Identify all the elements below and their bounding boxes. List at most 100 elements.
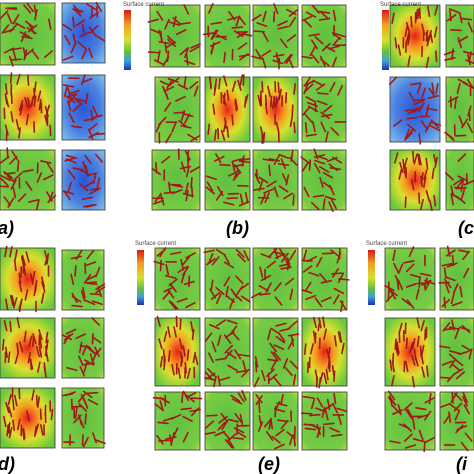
current-arrow — [303, 343, 307, 355]
current-arrow — [416, 7, 421, 20]
current-arrow — [316, 100, 328, 106]
current-arrow — [419, 272, 432, 277]
current-arrow — [311, 4, 320, 14]
current-arrow — [323, 328, 327, 340]
current-arrow — [156, 10, 164, 21]
current-arrow — [213, 129, 217, 141]
current-arrow — [311, 54, 320, 64]
current-arrow — [234, 349, 242, 360]
current-arrow — [339, 299, 347, 311]
current-arrow — [268, 164, 271, 177]
current-arrow — [95, 286, 106, 294]
current-arrow — [34, 9, 38, 21]
current-arrow — [22, 428, 25, 441]
current-arrow — [37, 361, 41, 373]
current-arrow — [235, 15, 241, 27]
current-arrow — [182, 415, 193, 423]
current-arrow — [63, 332, 74, 341]
current-arrow — [325, 130, 329, 143]
current-arrow — [27, 352, 32, 364]
current-arrow — [326, 398, 331, 411]
current-arrow — [163, 286, 174, 293]
current-arrow — [74, 265, 77, 277]
current-arrow — [460, 180, 464, 192]
current-arrow — [62, 23, 73, 32]
current-arrow — [154, 403, 164, 411]
current-arrow — [209, 77, 212, 90]
current-arrow — [395, 344, 399, 356]
current-arrow — [314, 159, 326, 165]
current-arrow — [310, 201, 320, 211]
current-arrow — [159, 356, 164, 368]
current-arrow — [91, 432, 98, 444]
current-arrow — [319, 55, 326, 67]
current-arrow — [392, 249, 396, 261]
current-arrow — [179, 318, 182, 331]
current-arrow — [85, 281, 98, 284]
current-arrow — [239, 282, 250, 291]
current-arrow — [405, 409, 413, 420]
current-arrow — [215, 286, 225, 295]
current-arrow — [273, 408, 286, 413]
current-arrow — [273, 282, 282, 292]
current-arrow — [82, 160, 87, 172]
current-arrow — [40, 276, 45, 288]
current-arrow — [410, 179, 415, 191]
current-arrow — [423, 176, 427, 189]
current-arrow — [412, 438, 425, 443]
current-arrow — [147, 18, 159, 23]
current-arrow — [418, 192, 421, 205]
current-arrow — [166, 78, 174, 89]
current-arrow — [444, 56, 456, 61]
current-arrow — [322, 198, 326, 210]
current-arrow — [162, 85, 168, 97]
current-arrow — [287, 333, 300, 337]
current-arrow — [311, 120, 316, 133]
current-arrow — [458, 350, 470, 356]
current-arrow — [214, 430, 226, 437]
current-arrow — [210, 21, 223, 25]
current-arrow — [173, 326, 177, 338]
current-arrow — [404, 196, 407, 208]
current-arrow — [293, 83, 296, 95]
current-arrow — [162, 416, 174, 422]
current-arrow — [234, 412, 242, 423]
current-arrow — [238, 160, 251, 164]
current-arrow — [319, 176, 324, 189]
current-arrow — [169, 251, 182, 255]
current-arrow — [461, 118, 469, 129]
current-arrow — [167, 77, 179, 83]
current-arrow — [18, 127, 22, 139]
current-arrow — [435, 82, 439, 95]
current-arrow — [91, 317, 100, 326]
current-arrow — [220, 129, 226, 141]
current-arrow — [185, 165, 190, 178]
current-arrow — [303, 83, 309, 95]
current-arrow — [191, 328, 195, 341]
current-arrow — [425, 190, 430, 202]
current-arrow — [21, 254, 26, 266]
current-arrow — [18, 298, 23, 310]
current-arrow — [6, 13, 13, 24]
current-arrow — [185, 252, 196, 259]
current-arrow — [219, 163, 231, 167]
current-arrow — [64, 34, 71, 46]
colorbar-title: Surface current — [366, 241, 407, 247]
current-arrow — [67, 181, 72, 193]
current-arrow — [31, 270, 36, 283]
current-arrow — [411, 106, 422, 114]
current-arrow — [408, 91, 416, 103]
current-arrow — [225, 285, 229, 298]
current-arrow — [303, 18, 312, 28]
current-arrow — [156, 434, 164, 445]
current-arrow — [231, 331, 240, 341]
current-arrow — [263, 418, 272, 428]
current-arrow — [286, 431, 296, 440]
current-arrow — [426, 107, 438, 111]
current-arrow — [277, 25, 289, 30]
current-arrow — [468, 348, 473, 360]
current-arrow — [449, 350, 461, 355]
current-arrow — [165, 41, 176, 49]
current-arrow — [446, 262, 458, 268]
current-arrow — [223, 92, 226, 105]
